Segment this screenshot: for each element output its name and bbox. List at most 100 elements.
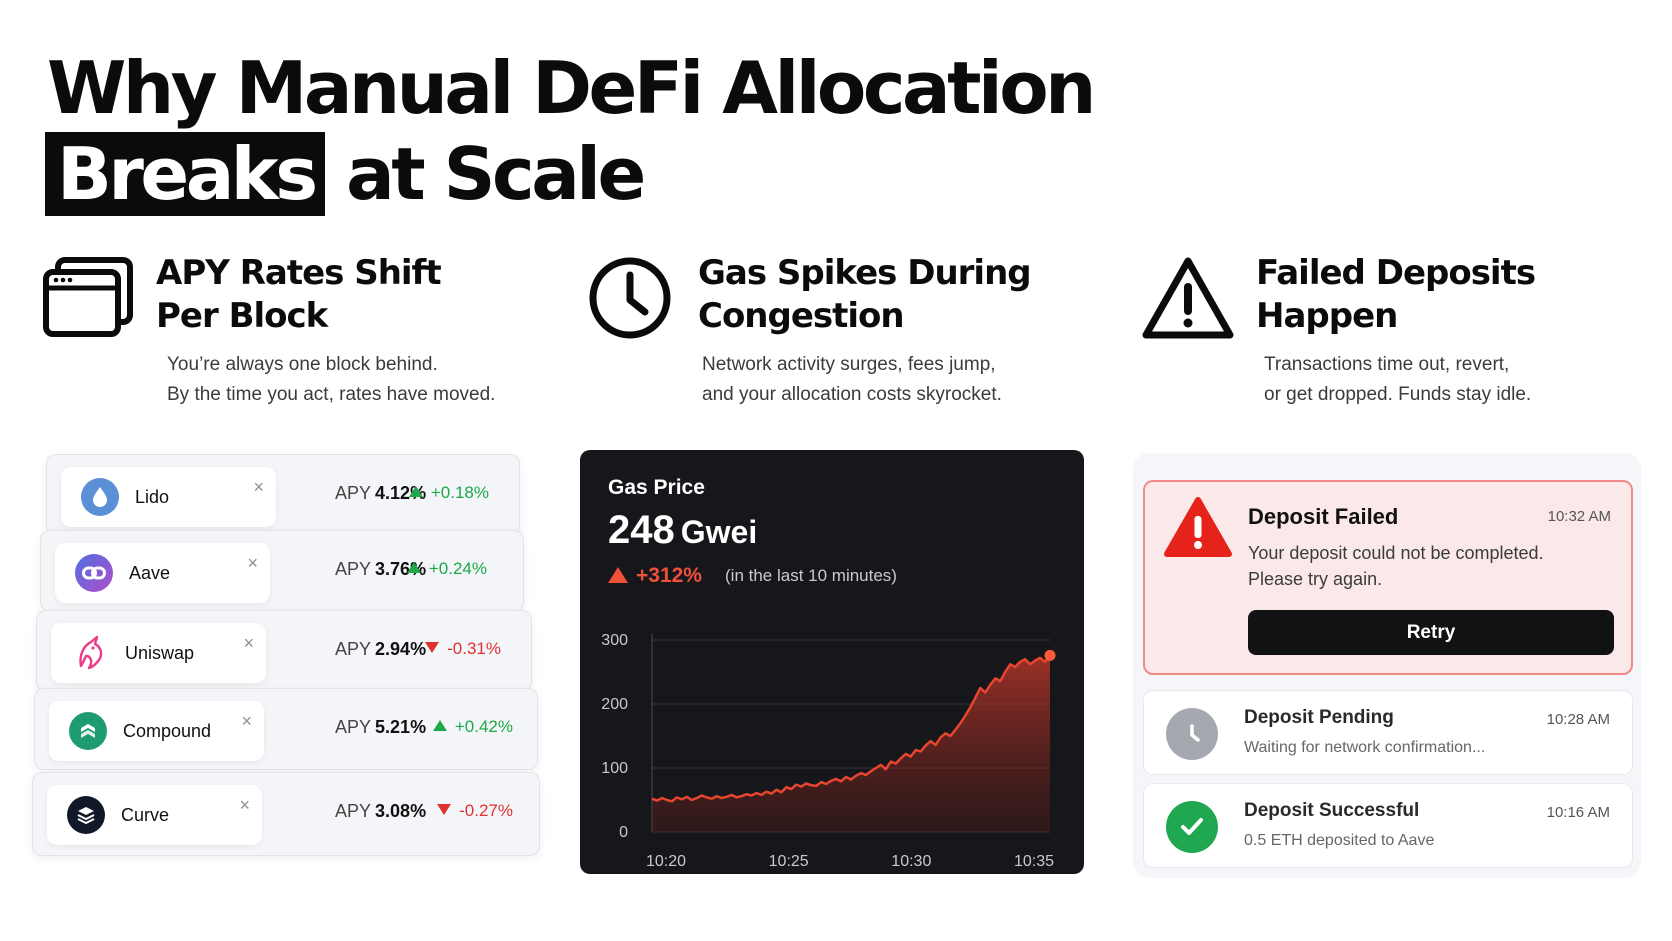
clock-icon [582,250,678,346]
checkmark-icon [1166,801,1218,853]
apy-value: 5.21% [375,717,427,737]
arrow-down-icon [425,642,440,653]
column-failed: Failed Deposits Happen [1140,250,1536,346]
arrow-up-icon [608,567,628,583]
change-value: +0.24% [428,559,487,578]
change-value: -0.27% [459,801,513,820]
description-line1: Network activity surges, fees jump, [702,354,996,375]
y-tick-label: 200 [601,696,628,713]
latest-point [1044,649,1056,661]
column-title: APY Rates Shift Per Block [156,252,442,338]
arrow-up-icon [432,720,447,731]
stack-icon [67,796,105,834]
protocol-tab[interactable]: Aave × [55,543,270,603]
gas-change-value: +312% [636,564,702,587]
close-icon[interactable]: × [241,711,252,731]
protocol-card-uniswap[interactable]: Uniswap × APY 2.94% -0.31% [36,610,532,692]
deposit-success-subtitle: 0.5 ETH deposited to Aave [1244,832,1435,849]
x-tick-label: 10:20 [646,853,686,870]
apy-label: APY [335,639,372,659]
change-value: +0.18% [430,483,489,502]
headline: Why Manual DeFi Allocation Breaks at Sca… [45,46,1096,216]
deposit-pending-subtitle: Waiting for network confirmation... [1244,739,1486,756]
protocol-card-compound[interactable]: Compound × APY 5.21% +0.42% [34,688,538,770]
column-title-line1: Failed Deposits [1256,253,1536,293]
deposit-pending-title: Deposit Pending [1244,707,1394,728]
protocol-card-lido[interactable]: Lido × APY 4.12% +0.18% [46,454,520,536]
y-tick-label: 300 [601,632,628,649]
y-tick-label: 100 [601,760,628,777]
apy-label: APY [335,717,372,737]
deposit-success-title: Deposit Successful [1244,800,1420,821]
close-icon[interactable]: × [247,553,258,573]
column-title-line1: Gas Spikes During [698,253,1032,293]
arrow-up-icon [406,562,421,573]
protocol-name: Lido [135,486,170,507]
protocol-tab[interactable]: Curve × [47,785,262,845]
protocol-apy: APY 3.08% [335,801,426,822]
x-tick-label: 10:30 [891,853,931,870]
gas-unit: Gwei [680,514,758,550]
column-title: Gas Spikes During Congestion [698,252,1032,338]
headline-highlight: Breaks [45,132,325,216]
close-icon[interactable]: × [239,795,250,815]
protocol-change: -0.31% [425,639,501,659]
protocol-tab[interactable]: Lido × [61,467,276,527]
deposit-failed-message: Your deposit could not be completed. Ple… [1248,540,1544,592]
gas-chart: 0 100 200 300 10:20 10:25 10:30 10:35 [601,632,1056,870]
x-tick-label: 10:25 [769,853,809,870]
protocol-name: Compound [123,720,212,741]
headline-line2: Breaks at Scale [45,132,1093,216]
gas-value: 248 Gwei [608,508,757,553]
protocol-change: +0.42% [432,717,513,737]
deposit-failed-time: 10:32 AM [1547,508,1611,525]
x-tick-label: 10:35 [1014,853,1054,870]
protocol-card-curve[interactable]: Curve × APY 3.08% -0.27% [32,772,540,856]
arrow-down-icon [437,804,452,815]
headline-line2-rest: at Scale [324,132,646,216]
retry-button[interactable]: Retry [1248,610,1614,655]
gas-label: Gas Price [608,476,705,499]
series-area [652,655,1050,832]
protocol-card-aave[interactable]: Aave × APY 3.76% +0.24% [40,530,524,612]
column-gas: Gas Spikes During Congestion [582,250,1032,346]
description-line2: and your allocation costs skyrocket. [702,384,1002,405]
clock-icon [1166,708,1218,760]
apy-label: APY [335,559,372,579]
gas-change: +312% [608,564,702,588]
apy-value: 3.08% [375,801,427,821]
apy-value: 2.94% [375,639,427,659]
deposit-pending-card: Deposit Pending Waiting for network conf… [1143,690,1633,775]
column-title-line2: Happen [1256,296,1398,336]
series-line [651,654,1051,803]
description-line1: Transactions time out, revert, [1264,354,1510,375]
deposit-success-time: 10:16 AM [1546,804,1610,821]
deposit-failed-title: Deposit Failed [1248,504,1399,529]
change-value: +0.42% [454,717,513,736]
protocol-change: +0.18% [408,483,489,503]
droplet-icon [81,478,119,516]
protocol-tab[interactable]: Uniswap × [51,623,266,683]
apy-label: APY [335,483,372,503]
close-icon[interactable]: × [243,633,254,653]
protocol-apy: APY 5.21% [335,717,426,738]
headline-line1: Why Manual DeFi Allocation [47,46,1096,130]
close-icon[interactable]: × [253,477,264,497]
message-line1: Your deposit could not be completed. [1248,543,1544,563]
protocol-tab[interactable]: Compound × [49,701,264,761]
column-title: Failed Deposits Happen [1256,252,1536,338]
column-description: Transactions time out, revert, or get dr… [1264,350,1531,410]
column-apy: APY Rates Shift Per Block [40,250,442,346]
description-line1: You’re always one block behind. [167,354,438,375]
deposit-failed-card: Deposit Failed 10:32 AM Your deposit cou… [1143,480,1633,675]
y-tick-label: 0 [619,824,628,841]
protocol-apy: APY 2.94% [335,639,426,660]
column-title-line2: Per Block [156,296,328,336]
link-icon [75,554,113,592]
protocol-change: +0.24% [406,559,487,579]
layers-icon [69,712,107,750]
description-line2: By the time you act, rates have moved. [167,384,496,405]
column-description: Network activity surges, fees jump, and … [702,350,1002,410]
unicorn-icon [71,634,109,672]
gas-price-panel: Gas Price 248 Gwei +312% (in the last 10 … [580,450,1084,874]
